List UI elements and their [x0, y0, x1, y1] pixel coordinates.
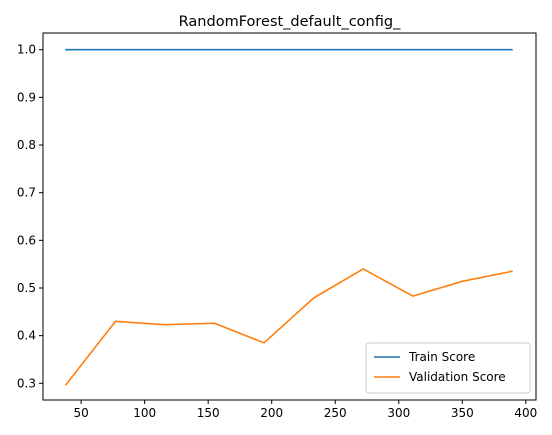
y-tick-label: 0.4	[17, 329, 36, 343]
plot-frame	[42, 32, 537, 401]
chart-title: RandomForest_default_config_	[179, 14, 401, 30]
y-tick-label: 0.3	[17, 376, 36, 390]
legend-label: Train Score	[408, 350, 475, 364]
x-axis: 50 100 150 200 250 300 350 400	[73, 400, 537, 420]
x-tick-label: 400	[514, 406, 537, 420]
x-tick-label: 150	[197, 406, 220, 420]
x-tick-label: 300	[387, 406, 410, 420]
legend-label: Validation Score	[409, 370, 506, 384]
y-tick-label: 0.6	[17, 233, 36, 247]
y-tick-label: 0.9	[17, 90, 36, 104]
series-line-validation-score	[64, 268, 513, 386]
x-tick-label: 50	[73, 406, 88, 420]
y-tick-label: 1.0	[17, 43, 36, 57]
x-tick-label: 350	[451, 406, 474, 420]
y-tick-label: 0.8	[17, 138, 36, 152]
legend-box	[365, 342, 531, 394]
y-tick-label: 0.7	[17, 186, 36, 200]
y-tick-label: 0.5	[17, 281, 36, 295]
x-tick-label: 200	[260, 406, 283, 420]
x-tick-label: 250	[324, 406, 347, 420]
y-axis: 0.3 0.4 0.5 0.6 0.7 0.8 0.9 1.0	[17, 43, 43, 390]
series-layer	[64, 48, 513, 386]
x-tick-label: 100	[133, 406, 156, 420]
legend: Train Score Validation Score	[365, 342, 531, 394]
